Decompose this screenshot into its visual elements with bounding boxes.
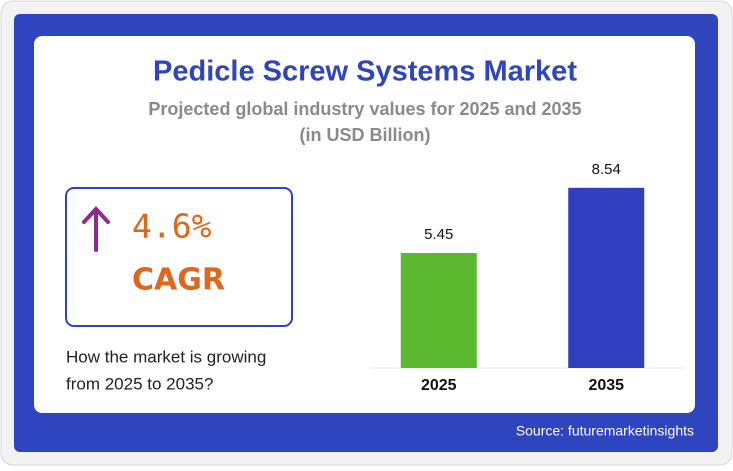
x-tick-label: 2025 xyxy=(421,377,457,394)
value-label: 8.54 xyxy=(592,161,621,178)
bar xyxy=(568,187,645,368)
source: Source: futuremarketinsights xyxy=(516,423,694,439)
bar xyxy=(400,253,477,368)
cagr-value: 4.6% xyxy=(132,207,212,246)
value-label: 5.45 xyxy=(424,226,453,243)
question-line: from 2025 to 2035? xyxy=(66,374,213,393)
x-tick-label: 2035 xyxy=(588,377,624,394)
chart-title: Pedicle Screw Systems Market xyxy=(153,56,577,88)
up-arrow xyxy=(82,206,110,252)
subtitle: Projected global industry values for 202… xyxy=(148,99,581,119)
cagr-box xyxy=(65,187,293,327)
question-line: How the market is growing xyxy=(66,347,266,366)
unit-note: (in USD Billion) xyxy=(300,125,431,145)
cagr-label: CAGR xyxy=(132,263,225,298)
